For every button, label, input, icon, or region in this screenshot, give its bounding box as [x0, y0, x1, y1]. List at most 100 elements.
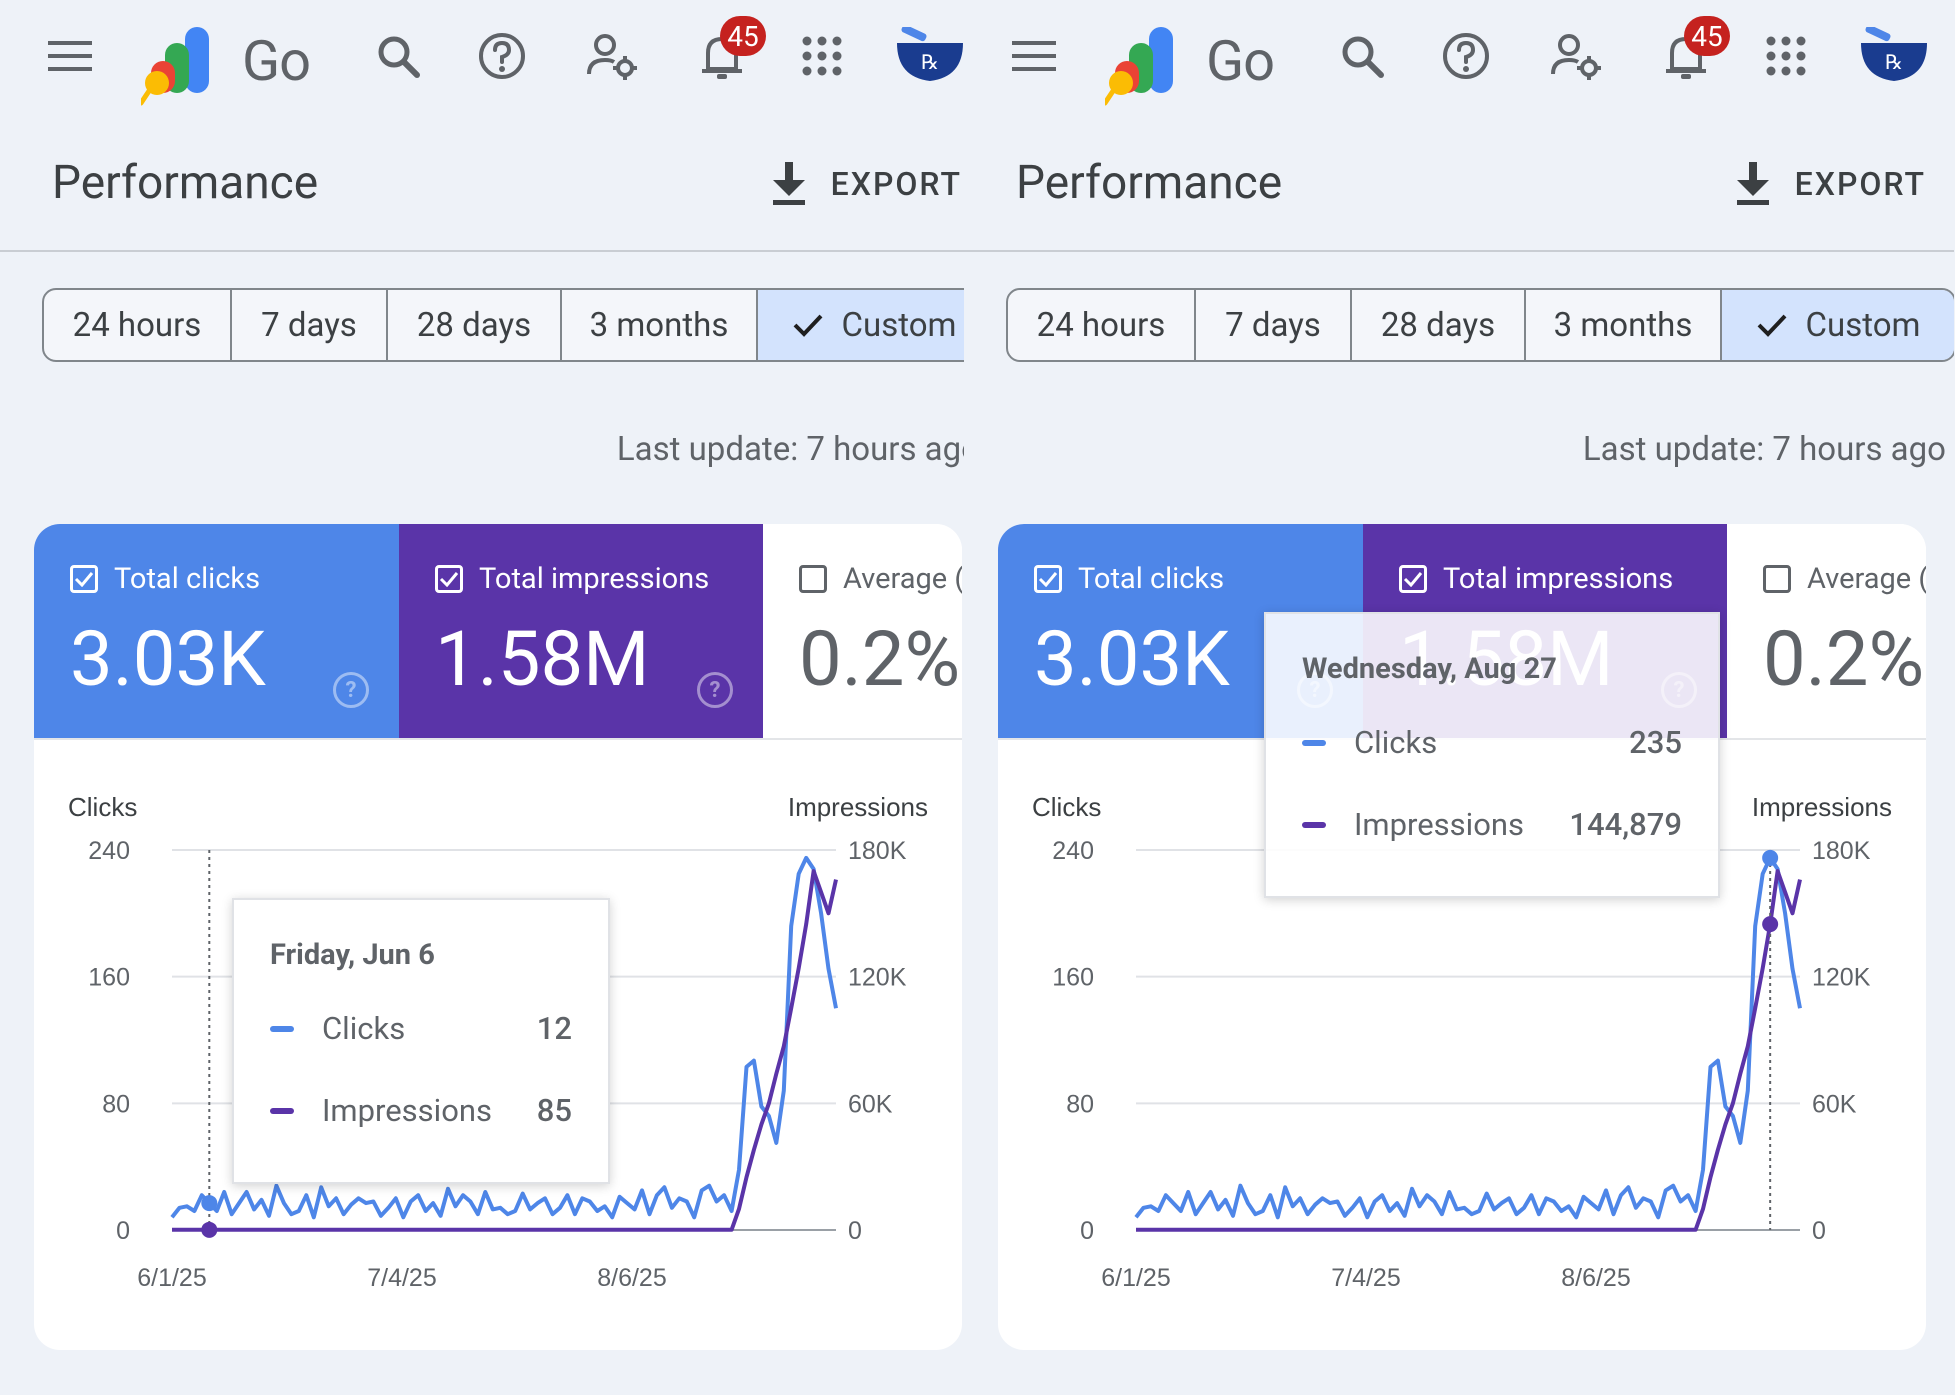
metric-total-impressions[interactable]: Total impressions 1.58M ?	[399, 524, 763, 738]
account-settings-button[interactable]	[1544, 24, 1608, 88]
checkbox-icon[interactable]	[435, 565, 463, 593]
search-icon	[1342, 36, 1384, 78]
tooltip-value: 144,879	[1569, 806, 1682, 843]
check-icon	[793, 314, 822, 337]
export-button[interactable]: EXPORT	[1735, 162, 1926, 206]
help-circle-icon[interactable]: ?	[333, 672, 369, 708]
left-tick-label: 240	[88, 837, 130, 865]
chart-tooltip: Wednesday, Aug 27 Clicks 235 Impressions 144…	[1264, 612, 1720, 898]
series-line-clicks	[1134, 855, 1802, 1220]
tooltip-row-impressions: Impressions 85	[270, 1092, 572, 1129]
left-tick-label: 240	[1052, 837, 1094, 865]
right-tick-label: 180K	[848, 837, 907, 865]
apps-button[interactable]	[1754, 24, 1818, 88]
right-tick-label: 120K	[848, 964, 907, 992]
top-app-bar: Go 4	[964, 0, 1954, 120]
range-label: 24 hours	[72, 305, 202, 345]
export-label: EXPORT	[1794, 165, 1926, 203]
help-icon	[1443, 33, 1489, 79]
panel-left: Go 4	[0, 16, 990, 1350]
right-axis-title: Impressions	[1752, 792, 1892, 822]
account-avatar[interactable]: ℞	[890, 24, 970, 88]
range-3-months[interactable]: 3 months	[562, 290, 758, 360]
range-custom[interactable]: Custom	[758, 290, 990, 360]
export-label: EXPORT	[830, 165, 962, 203]
search-button[interactable]	[1330, 24, 1394, 88]
left-axis-title: Clicks	[1032, 792, 1101, 822]
page-title: Performance	[52, 156, 319, 210]
range-7-days[interactable]: 7 days	[1196, 290, 1352, 360]
google-ads-logo-icon	[141, 27, 209, 106]
range-24-hours[interactable]: 24 hours	[44, 290, 232, 360]
page-header: Performance EXPORT	[964, 140, 1954, 252]
metric-label: Total impressions	[1443, 562, 1674, 596]
menu-button[interactable]	[1002, 24, 1066, 88]
range-28-days[interactable]: 28 days	[388, 290, 562, 360]
apps-button[interactable]	[790, 24, 854, 88]
last-update-text: Last update: 7 hours ago	[616, 430, 980, 469]
brand-text: Go	[242, 28, 311, 94]
notifications-button[interactable]: 45	[690, 16, 766, 88]
checkbox-icon[interactable]	[799, 565, 827, 593]
account-avatar[interactable]: ℞	[1854, 24, 1934, 88]
range-label: 28 days	[416, 305, 532, 345]
notifications-button[interactable]: 45	[1654, 16, 1730, 88]
metric-total-clicks[interactable]: Total clicks 3.03K ?	[34, 524, 399, 738]
metric-value: 3.03K	[70, 614, 266, 704]
tooltip-label: Clicks	[322, 1010, 406, 1047]
menu-button[interactable]	[38, 24, 102, 88]
x-tick-label: 7/4/25	[1331, 1264, 1401, 1292]
range-label: 3 months	[589, 305, 729, 345]
series-line-clicks	[170, 855, 838, 1220]
notification-badge: 45	[1684, 16, 1730, 56]
help-circle-icon[interactable]: ?	[697, 672, 733, 708]
google-ads-logo[interactable]	[1102, 20, 1192, 110]
download-icon	[772, 162, 805, 205]
tooltip-value: 235	[1629, 724, 1682, 761]
notification-badge: 45	[720, 16, 766, 56]
legend-swatch	[1302, 821, 1326, 828]
series-line-impressions	[172, 869, 838, 1232]
export-button[interactable]: EXPORT	[771, 162, 962, 206]
x-tick-label: 8/6/25	[1561, 1264, 1631, 1292]
left-tick-label: 0	[1080, 1217, 1094, 1245]
last-update-text: Last update: 7 hours ago	[1582, 430, 1946, 469]
metric-average-ctr[interactable]: Average ( 0.2%	[763, 524, 962, 738]
range-7-days[interactable]: 7 days	[232, 290, 388, 360]
range-28-days[interactable]: 28 days	[1352, 290, 1526, 360]
metric-label: Total clicks	[114, 562, 261, 596]
checkbox-icon[interactable]	[70, 565, 98, 593]
help-button[interactable]	[470, 24, 534, 88]
tooltip-label: Impressions	[322, 1092, 493, 1129]
tooltip-row-clicks: Clicks 235	[1302, 724, 1682, 761]
help-button[interactable]	[1434, 24, 1498, 88]
tooltip-date: Friday, Jun 6	[270, 938, 435, 972]
range-24-hours[interactable]: 24 hours	[1008, 290, 1196, 360]
x-tick-label: 6/1/25	[137, 1264, 207, 1292]
apps-grid-icon	[1766, 36, 1806, 76]
metric-divider	[34, 738, 962, 740]
right-tick-label: 180K	[1812, 837, 1871, 865]
hover-point-impressions	[201, 1221, 218, 1238]
left-tick-label: 0	[116, 1217, 130, 1245]
date-range-selector: 24 hours 7 days 28 days 3 months Custom	[42, 288, 990, 362]
range-custom[interactable]: Custom	[1722, 290, 1954, 360]
range-label: 7 days	[261, 305, 357, 345]
download-icon	[1736, 162, 1769, 205]
metric-label: Average (	[1807, 562, 1926, 596]
left-tick-label: 80	[102, 1090, 130, 1118]
search-button[interactable]	[366, 24, 430, 88]
metric-value: 0.2%	[1763, 614, 1925, 704]
metric-label: Total impressions	[479, 562, 710, 596]
metric-average-ctr[interactable]: Average ( 0.2%	[1727, 524, 1926, 738]
checkbox-icon[interactable]	[1399, 565, 1427, 593]
left-tick-label: 80	[1066, 1090, 1094, 1118]
google-ads-logo[interactable]	[138, 20, 228, 110]
checkbox-icon[interactable]	[1763, 565, 1791, 593]
right-tick-label: 0	[848, 1217, 862, 1245]
range-3-months[interactable]: 3 months	[1526, 290, 1722, 360]
checkbox-icon[interactable]	[1034, 565, 1062, 593]
pharmacy-logo-icon: ℞	[1861, 27, 1927, 81]
account-settings-button[interactable]	[580, 24, 644, 88]
tooltip-label: Impressions	[1354, 806, 1525, 843]
